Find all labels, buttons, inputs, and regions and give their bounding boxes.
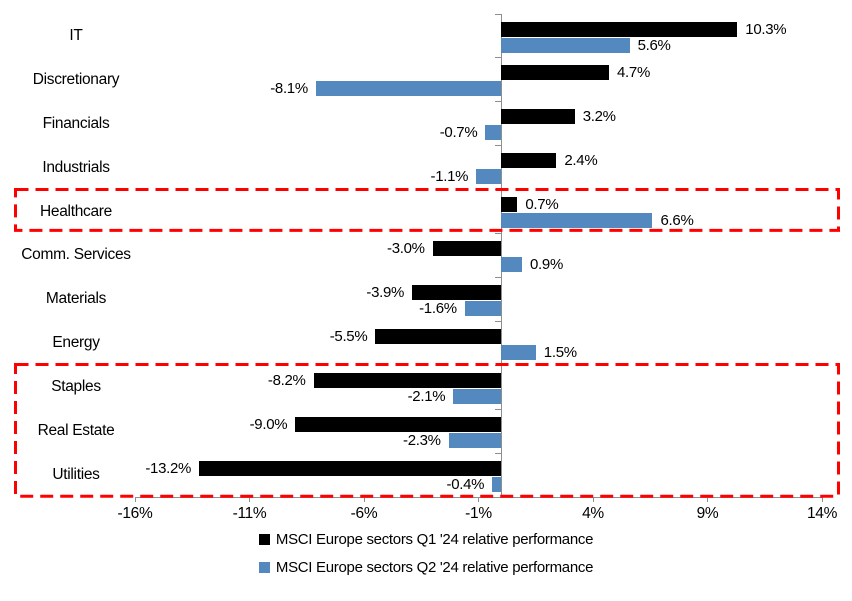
data-label: -3.9% [366, 284, 405, 301]
bar-series1 [501, 21, 738, 37]
category-label: Staples [51, 378, 101, 396]
category-label: Industrials [42, 158, 110, 176]
bar-series1 [313, 372, 502, 388]
data-label: -8.2% [267, 371, 306, 389]
bar-series1 [501, 153, 557, 169]
category-tick [495, 452, 502, 454]
legend-item-q2: MSCI Europe sectors Q2 '24 relative perf… [258, 559, 594, 576]
data-label: -8.1% [270, 80, 308, 98]
x-axis-tick [592, 497, 594, 502]
bar-series1 [295, 416, 502, 432]
bar-series2 [492, 476, 502, 492]
category-tick [495, 101, 502, 103]
category-tick [495, 145, 502, 147]
category-tick [495, 233, 502, 234]
x-axis-tick-label: -6% [350, 505, 378, 522]
data-label: 5.6% [637, 36, 671, 54]
x-axis-tick-label: 9% [696, 505, 719, 522]
bar-series2 [501, 213, 653, 229]
data-label: 1.5% [543, 343, 577, 361]
data-label: -13.2% [145, 459, 192, 477]
data-label: 0.7% [525, 196, 559, 214]
category-label: Financials [42, 114, 110, 132]
x-axis-tick-label: -11% [232, 505, 267, 522]
x-axis-tick [249, 497, 250, 502]
x-axis-tick [478, 497, 479, 502]
category-tick [495, 364, 502, 366]
bar-series1 [432, 241, 502, 256]
data-label: 0.9% [530, 256, 563, 273]
category-label: IT [69, 26, 83, 44]
bar-series2 [464, 301, 502, 316]
x-axis-tick-label: -1% [465, 505, 492, 522]
category-tick [495, 13, 502, 15]
data-label: 4.7% [617, 64, 650, 82]
bar-series2 [476, 169, 502, 185]
data-label: -0.7% [439, 124, 478, 142]
data-label: -1.1% [430, 168, 469, 186]
bar-series1 [199, 460, 502, 476]
data-label: -2.1% [407, 387, 446, 405]
bar-series2 [453, 388, 502, 404]
bar-series2 [315, 81, 502, 97]
legend-swatch-q2 [258, 562, 270, 573]
x-axis-tick-label: -16% [117, 505, 153, 522]
category-label: Comm. Services [21, 246, 131, 264]
bar-series1 [501, 65, 609, 81]
data-label: -3.0% [387, 240, 425, 257]
data-label: -9.0% [249, 415, 288, 433]
bar-series1 [375, 328, 502, 344]
x-axis-tick [363, 497, 365, 502]
bar-series1 [501, 109, 575, 125]
data-label: -0.4% [446, 475, 485, 493]
bar-series2 [501, 344, 536, 360]
data-label: 10.3% [745, 20, 787, 38]
x-axis-tick [707, 497, 708, 502]
legend-label: MSCI Europe sectors Q2 '24 relative perf… [275, 559, 594, 576]
category-tick [495, 277, 502, 278]
category-label: Energy [52, 334, 100, 352]
category-label: Materials [45, 290, 107, 308]
category-tick [495, 189, 502, 191]
x-axis-tick-label: 14% [806, 505, 838, 522]
data-label: 3.2% [582, 108, 616, 126]
bar-series1 [412, 285, 502, 300]
x-axis-tick [134, 497, 136, 502]
data-label: -2.3% [403, 431, 441, 449]
x-axis-tick-label: 4% [582, 505, 604, 522]
category-label: Healthcare [40, 202, 112, 220]
value-axis-line [500, 14, 502, 497]
chart-legend: MSCI Europe sectors Q1 '24 relative perf… [0, 531, 852, 576]
category-tick [495, 408, 502, 410]
bar-series2 [448, 432, 502, 448]
category-tick [495, 57, 502, 59]
legend-swatch-q1 [258, 534, 270, 545]
data-label: -5.5% [329, 327, 368, 345]
data-label: 6.6% [660, 212, 694, 230]
x-axis-tick [821, 497, 823, 502]
legend-item-q1: MSCI Europe sectors Q1 '24 relative perf… [258, 531, 594, 548]
bar-series2 [501, 257, 522, 272]
data-label: -1.6% [419, 300, 457, 317]
legend-label: MSCI Europe sectors Q1 '24 relative perf… [275, 531, 594, 548]
bar-series1 [501, 197, 518, 213]
category-tick [495, 320, 502, 322]
category-label: Real Estate [37, 422, 115, 440]
data-label: 2.4% [564, 152, 598, 170]
category-label: Discretionary [32, 70, 120, 88]
bar-series2 [501, 37, 630, 53]
bar-series2 [485, 125, 502, 141]
